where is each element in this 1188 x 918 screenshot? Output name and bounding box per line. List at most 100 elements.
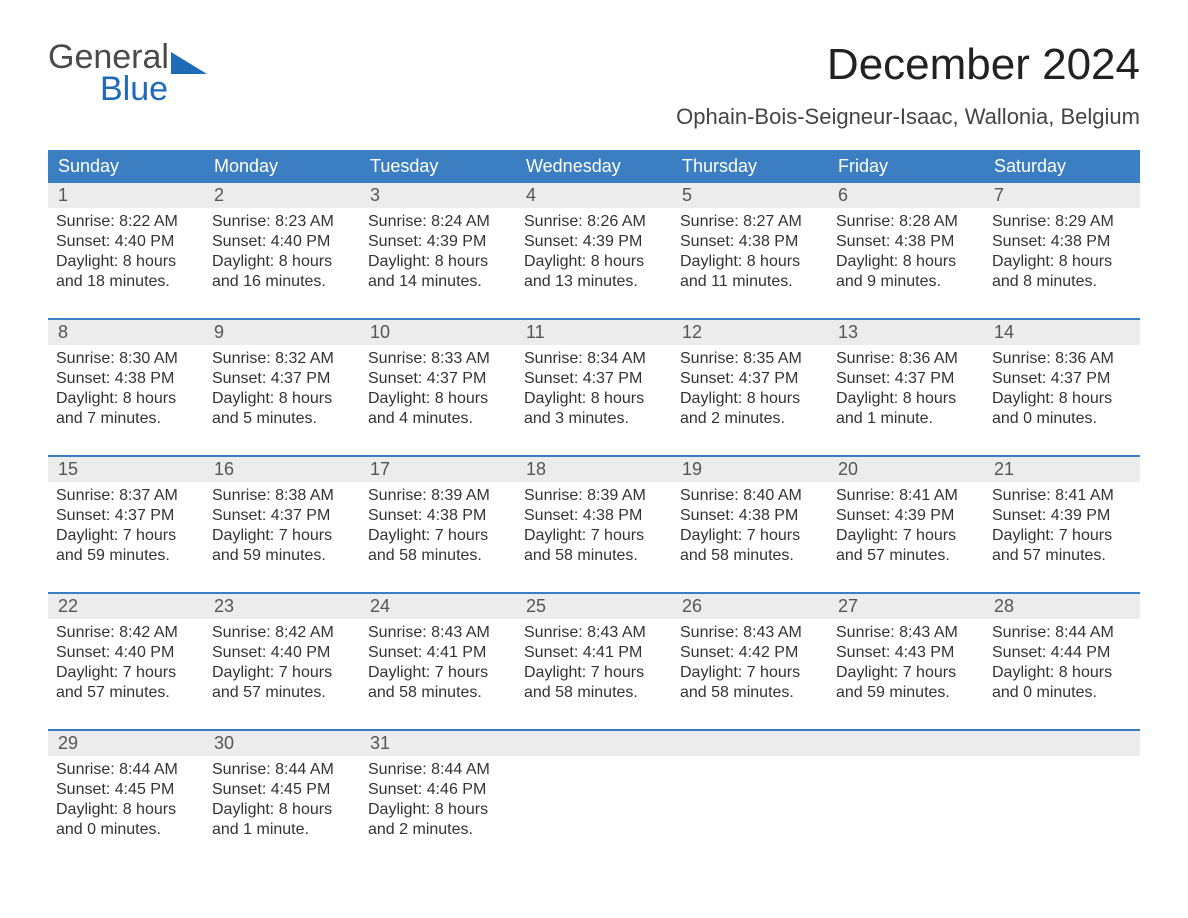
sunrise-line: Sunrise: 8:36 AM — [992, 349, 1132, 369]
week-row: 1Sunrise: 8:22 AMSunset: 4:40 PMDaylight… — [48, 183, 1140, 300]
sunset-line: Sunset: 4:38 PM — [524, 506, 664, 526]
day-number — [516, 731, 672, 756]
sunrise-line: Sunrise: 8:44 AM — [56, 760, 196, 780]
header: General Blue December 2024 Ophain-Bois-S… — [48, 40, 1140, 130]
daylight-line-2: and 0 minutes. — [56, 820, 196, 840]
daylight-line-2: and 57 minutes. — [836, 546, 976, 566]
day-number: 24 — [360, 594, 516, 619]
daylight-line-2: and 58 minutes. — [524, 546, 664, 566]
sunset-line: Sunset: 4:37 PM — [680, 369, 820, 389]
sunset-line: Sunset: 4:45 PM — [56, 780, 196, 800]
sunrise-line: Sunrise: 8:42 AM — [212, 623, 352, 643]
day-number: 8 — [48, 320, 204, 345]
sunrise-line: Sunrise: 8:44 AM — [368, 760, 508, 780]
day-body: Sunrise: 8:42 AMSunset: 4:40 PMDaylight:… — [212, 619, 352, 703]
day-cell: 26Sunrise: 8:43 AMSunset: 4:42 PMDayligh… — [672, 594, 828, 711]
weekday-header-row: SundayMondayTuesdayWednesdayThursdayFrid… — [48, 150, 1140, 183]
sunset-line: Sunset: 4:41 PM — [368, 643, 508, 663]
day-number: 30 — [204, 731, 360, 756]
daylight-line-2: and 13 minutes. — [524, 272, 664, 292]
day-number: 7 — [984, 183, 1140, 208]
day-cell: 15Sunrise: 8:37 AMSunset: 4:37 PMDayligh… — [48, 457, 204, 574]
day-number: 9 — [204, 320, 360, 345]
day-cell: 21Sunrise: 8:41 AMSunset: 4:39 PMDayligh… — [984, 457, 1140, 574]
calendar: SundayMondayTuesdayWednesdayThursdayFrid… — [48, 150, 1140, 848]
day-number: 15 — [48, 457, 204, 482]
day-cell: 14Sunrise: 8:36 AMSunset: 4:37 PMDayligh… — [984, 320, 1140, 437]
day-body: Sunrise: 8:22 AMSunset: 4:40 PMDaylight:… — [56, 208, 196, 292]
daylight-line-1: Daylight: 7 hours — [992, 526, 1132, 546]
weekday-header: Friday — [828, 150, 984, 183]
day-cell: 6Sunrise: 8:28 AMSunset: 4:38 PMDaylight… — [828, 183, 984, 300]
daylight-line-1: Daylight: 7 hours — [56, 663, 196, 683]
day-number — [828, 731, 984, 756]
sunset-line: Sunset: 4:38 PM — [992, 232, 1132, 252]
daylight-line-1: Daylight: 8 hours — [524, 252, 664, 272]
sunset-line: Sunset: 4:44 PM — [992, 643, 1132, 663]
day-cell: 29Sunrise: 8:44 AMSunset: 4:45 PMDayligh… — [48, 731, 204, 848]
day-body: Sunrise: 8:39 AMSunset: 4:38 PMDaylight:… — [368, 482, 508, 566]
sunrise-line: Sunrise: 8:39 AM — [368, 486, 508, 506]
day-body: Sunrise: 8:32 AMSunset: 4:37 PMDaylight:… — [212, 345, 352, 429]
day-cell: 25Sunrise: 8:43 AMSunset: 4:41 PMDayligh… — [516, 594, 672, 711]
day-cell: 2Sunrise: 8:23 AMSunset: 4:40 PMDaylight… — [204, 183, 360, 300]
header-right: December 2024 Ophain-Bois-Seigneur-Isaac… — [676, 40, 1140, 130]
day-number: 25 — [516, 594, 672, 619]
day-body: Sunrise: 8:28 AMSunset: 4:38 PMDaylight:… — [836, 208, 976, 292]
day-number: 10 — [360, 320, 516, 345]
day-cell: 13Sunrise: 8:36 AMSunset: 4:37 PMDayligh… — [828, 320, 984, 437]
sunrise-line: Sunrise: 8:35 AM — [680, 349, 820, 369]
daylight-line-1: Daylight: 7 hours — [368, 663, 508, 683]
weeks-container: 1Sunrise: 8:22 AMSunset: 4:40 PMDaylight… — [48, 183, 1140, 848]
daylight-line-1: Daylight: 8 hours — [368, 389, 508, 409]
day-cell: 18Sunrise: 8:39 AMSunset: 4:38 PMDayligh… — [516, 457, 672, 574]
daylight-line-1: Daylight: 7 hours — [524, 663, 664, 683]
daylight-line-2: and 16 minutes. — [212, 272, 352, 292]
logo-line1: General — [48, 40, 207, 74]
sunrise-line: Sunrise: 8:37 AM — [56, 486, 196, 506]
daylight-line-1: Daylight: 7 hours — [836, 526, 976, 546]
daylight-line-1: Daylight: 8 hours — [368, 800, 508, 820]
day-number: 20 — [828, 457, 984, 482]
day-body: Sunrise: 8:26 AMSunset: 4:39 PMDaylight:… — [524, 208, 664, 292]
daylight-line-1: Daylight: 7 hours — [524, 526, 664, 546]
day-cell: 17Sunrise: 8:39 AMSunset: 4:38 PMDayligh… — [360, 457, 516, 574]
day-cell: 24Sunrise: 8:43 AMSunset: 4:41 PMDayligh… — [360, 594, 516, 711]
day-cell: 5Sunrise: 8:27 AMSunset: 4:38 PMDaylight… — [672, 183, 828, 300]
sunset-line: Sunset: 4:37 PM — [524, 369, 664, 389]
day-body: Sunrise: 8:37 AMSunset: 4:37 PMDaylight:… — [56, 482, 196, 566]
day-number: 27 — [828, 594, 984, 619]
day-number: 26 — [672, 594, 828, 619]
day-body: Sunrise: 8:41 AMSunset: 4:39 PMDaylight:… — [836, 482, 976, 566]
day-body: Sunrise: 8:44 AMSunset: 4:45 PMDaylight:… — [212, 756, 352, 840]
day-number: 12 — [672, 320, 828, 345]
daylight-line-1: Daylight: 8 hours — [524, 389, 664, 409]
sunset-line: Sunset: 4:40 PM — [212, 232, 352, 252]
daylight-line-2: and 3 minutes. — [524, 409, 664, 429]
day-number: 21 — [984, 457, 1140, 482]
daylight-line-2: and 59 minutes. — [836, 683, 976, 703]
day-cell: 11Sunrise: 8:34 AMSunset: 4:37 PMDayligh… — [516, 320, 672, 437]
sunset-line: Sunset: 4:37 PM — [212, 506, 352, 526]
day-body: Sunrise: 8:35 AMSunset: 4:37 PMDaylight:… — [680, 345, 820, 429]
page-title: December 2024 — [676, 40, 1140, 90]
day-cell-empty — [672, 731, 828, 848]
day-number: 22 — [48, 594, 204, 619]
sunset-line: Sunset: 4:38 PM — [56, 369, 196, 389]
sunrise-line: Sunrise: 8:22 AM — [56, 212, 196, 232]
sunrise-line: Sunrise: 8:40 AM — [680, 486, 820, 506]
day-body: Sunrise: 8:36 AMSunset: 4:37 PMDaylight:… — [992, 345, 1132, 429]
day-number — [984, 731, 1140, 756]
sunset-line: Sunset: 4:39 PM — [524, 232, 664, 252]
day-number: 28 — [984, 594, 1140, 619]
daylight-line-2: and 8 minutes. — [992, 272, 1132, 292]
day-cell: 28Sunrise: 8:44 AMSunset: 4:44 PMDayligh… — [984, 594, 1140, 711]
day-cell: 4Sunrise: 8:26 AMSunset: 4:39 PMDaylight… — [516, 183, 672, 300]
weekday-header: Sunday — [48, 150, 204, 183]
day-cell-empty — [516, 731, 672, 848]
day-cell: 20Sunrise: 8:41 AMSunset: 4:39 PMDayligh… — [828, 457, 984, 574]
day-body: Sunrise: 8:44 AMSunset: 4:46 PMDaylight:… — [368, 756, 508, 840]
sunrise-line: Sunrise: 8:32 AM — [212, 349, 352, 369]
daylight-line-2: and 0 minutes. — [992, 683, 1132, 703]
daylight-line-1: Daylight: 8 hours — [836, 389, 976, 409]
